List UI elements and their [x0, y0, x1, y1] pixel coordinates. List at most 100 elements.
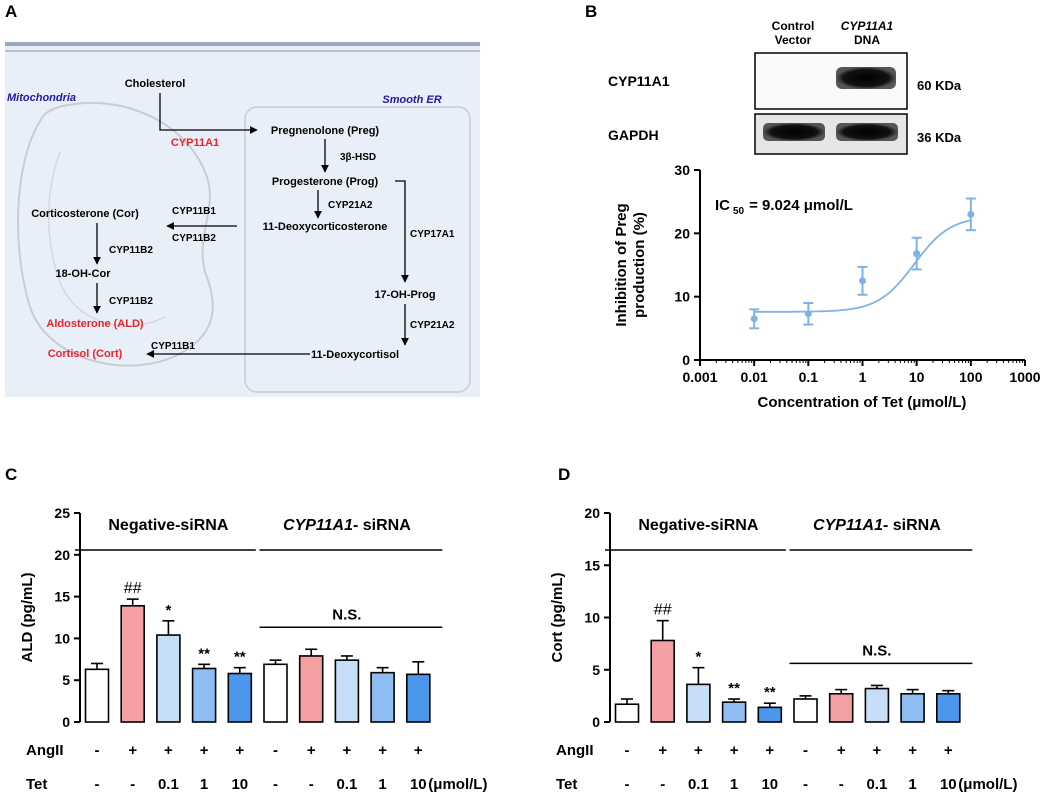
chart-d-row2-cell: - [839, 776, 844, 793]
chart-b-fit-curve [754, 219, 971, 313]
chart-d-sig-label: ## [654, 602, 672, 619]
enzyme-cyp11b2-3: CYP11B2 [109, 296, 153, 307]
row-label-cyp11a1: CYP11A1 [608, 73, 670, 89]
chart-c-bar [405, 673, 431, 723]
chart-c-row2-cell: - [95, 776, 100, 793]
membrane-bottom-line [5, 50, 480, 52]
chart-c-bar [84, 668, 110, 723]
chart-d-group2-italic: CYP11A1 [813, 517, 883, 534]
chart-d-row2-cell: 0.1 [866, 776, 887, 793]
panel-label-d: D [558, 465, 571, 484]
chart-b-point [967, 210, 975, 218]
chart-c-unit-label: (μmol/L) [428, 776, 487, 793]
chart-d-sig-label: ** [764, 684, 776, 701]
chart-c-row1-cell: + [128, 742, 137, 759]
chart-d-row2-cell: 1 [730, 776, 738, 793]
chart-c-row2-cell: 0.1 [336, 776, 357, 793]
panel-label-b: B [585, 2, 598, 21]
chart-b-xtick-label: 0.01 [741, 369, 768, 385]
chart-d-ytick-label: 5 [592, 662, 600, 678]
chart-d-row2-cell: 0.1 [688, 776, 709, 793]
chart-b-point [859, 277, 866, 285]
chart-c-bar [120, 604, 145, 723]
chart-d-row1-cell: - [803, 742, 808, 759]
enzyme-cyp21a2-1: CYP21A2 [328, 200, 373, 211]
chart-c-bar [156, 634, 181, 723]
chart-d-group2-label: CYP11A1- siRNA [813, 517, 941, 534]
molecule-aldosterone: Aldosterone (ALD) [46, 318, 144, 330]
chart-c-row2-cell: 1 [378, 776, 386, 793]
chart-d-row1-cell: + [765, 742, 774, 759]
enzyme-cyp11b1-2: CYP11B1 [151, 341, 195, 352]
chart-c-row2-cell: - [309, 776, 314, 793]
chart-c-row2-cell: - [273, 776, 278, 793]
chart-c-ytick-label: 20 [54, 547, 70, 563]
arrow-prog-17ohprog [395, 180, 409, 283]
chart-c-row2-cell: 10 [410, 776, 427, 793]
chart-d-ns-label: N.S. [862, 642, 891, 659]
chart-d-bar [793, 698, 818, 723]
chart-d-sig-label: ** [728, 680, 740, 697]
chart-d-row2-cell: - [660, 776, 665, 793]
molecule-17-oh-prog: 17-OH-Prog [374, 289, 435, 301]
ic50-main: IC [715, 197, 730, 214]
chart-c-row1-cell: + [307, 742, 316, 759]
chart-d-ytick-label: 15 [584, 557, 600, 573]
chart-d-group1-label: Negative-siRNA [638, 517, 758, 534]
chart-d-ylabel: Cort (pg/mL) [549, 573, 566, 663]
chart-c-ytick-label: 10 [54, 630, 70, 646]
molecule-corticosterone: Corticosterone (Cor) [31, 208, 139, 220]
chart-b-point [804, 310, 812, 318]
chart-c-bar [227, 672, 253, 723]
chart-c-row1-cell: + [164, 742, 173, 759]
dose-response-chart: Inhibition of Preg production (%) Concen… [613, 162, 1041, 411]
chart-b-xtick-label: 0.001 [682, 369, 717, 385]
chart-c-ytick-label: 25 [54, 505, 70, 521]
chart-b-point [913, 250, 921, 258]
pathway-background [5, 42, 480, 397]
chart-c-row2-cell: - [130, 776, 135, 793]
chart-c-sig-label: * [165, 602, 171, 619]
chart-c-group2-rest: - siRNA [353, 517, 411, 534]
chart-d-row1-cell: + [837, 742, 846, 759]
chart-c-bar [263, 663, 288, 723]
chart-b-xtick-label: 100 [959, 369, 983, 385]
chart-c-bar [370, 671, 395, 723]
chart-c-sig-label: ## [124, 580, 142, 597]
chart-d-unit-label: (μmol/L) [958, 776, 1017, 793]
chart-b-ylabel-line2: production (%) [631, 212, 648, 318]
chart-b-xtick-label: 1 [859, 369, 867, 385]
chart-c-group2-italic: CYP11A1 [283, 517, 353, 534]
chart-d-row2-cell: 10 [761, 776, 778, 793]
panel-label-c: C [5, 465, 18, 484]
chart-d-bar [650, 639, 675, 723]
molecule-cholesterol: Cholesterol [125, 78, 186, 90]
chart-b-ytick-label: 10 [674, 289, 690, 305]
chart-d-group2-rest: - siRNA [883, 517, 941, 534]
chart-c-row1-cell: + [414, 742, 423, 759]
chart-b-ytick-label: 30 [674, 162, 690, 178]
chart-d-bar [900, 692, 925, 723]
molecule-deoxycortisol: 11-Deoxycortisol [311, 349, 399, 361]
enzyme-cyp11b2-2: CYP11B2 [109, 245, 153, 256]
band-gapdh-control [763, 123, 825, 141]
chart-d-row1-cell: + [944, 742, 953, 759]
chart-c-group1-label: Negative-siRNA [108, 517, 228, 534]
chart-c-row2-label: Tet [26, 776, 47, 793]
chart-b-ylabel-line1: Inhibition of Preg [613, 203, 630, 326]
chart-c-bar [191, 667, 217, 723]
chart-c-row1-cell: + [378, 742, 387, 759]
chart-d-row1-cell: + [908, 742, 917, 759]
chart-d-bar [757, 706, 783, 723]
chart-d-bar [721, 701, 747, 723]
chart-d-row2-cell: 10 [940, 776, 957, 793]
chart-d-row1-cell: + [658, 742, 667, 759]
membrane-top-line [5, 42, 480, 46]
mitochondrion-outline [17, 101, 214, 367]
chart-b-ytick-label: 0 [682, 352, 690, 368]
chart-b-xtick-label: 10 [909, 369, 925, 385]
enzyme-3b-hsd: 3β-HSD [340, 152, 376, 163]
chart-d-row1-cell: + [730, 742, 739, 759]
